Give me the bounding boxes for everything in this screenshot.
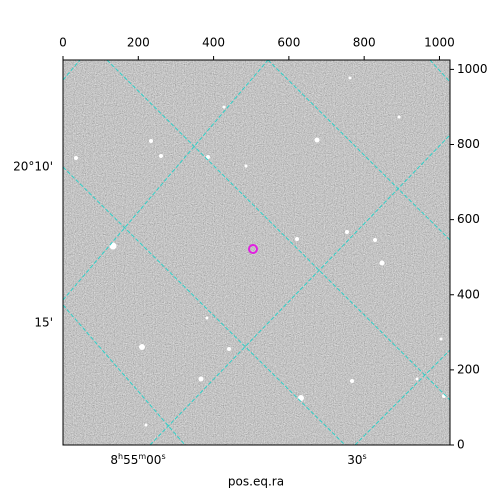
- coordinate-grid: [63, 60, 450, 445]
- x-tick-label: 1000: [424, 36, 455, 50]
- ra-tick-part: s: [363, 452, 367, 461]
- dec-tick-label: 15': [34, 316, 53, 330]
- x-axis-label: pos.eq.ra: [228, 475, 284, 489]
- dec-tick-label: 20°10': [13, 160, 53, 174]
- y-tick-label: 1000: [457, 62, 488, 76]
- target-marker: [248, 244, 258, 254]
- ra-tick-part: 00: [146, 453, 161, 467]
- x-tick-label: 200: [127, 36, 150, 50]
- y-tick-label: 400: [457, 287, 480, 301]
- x-tick-label: 0: [59, 36, 67, 50]
- ra-tick-label: 8h55m00s: [110, 452, 165, 467]
- ra-tick-part: h: [118, 452, 123, 461]
- ra-tick-part: 55: [123, 453, 138, 467]
- ra-tick-part: m: [138, 452, 146, 461]
- ra-tick-part: 30: [347, 453, 362, 467]
- x-tick-label: 800: [353, 36, 376, 50]
- ra-tick-part: s: [161, 452, 165, 461]
- x-tick-label: 600: [277, 36, 300, 50]
- y-tick-label: 200: [457, 362, 480, 376]
- x-tick-label: 400: [202, 36, 225, 50]
- stars: [74, 76, 446, 427]
- y-tick-label: 800: [457, 137, 480, 151]
- ra-tick-part: 8: [110, 453, 118, 467]
- ra-tick-label: 30s: [347, 452, 366, 467]
- frame: [62, 59, 451, 446]
- y-tick-label: 600: [457, 212, 480, 226]
- y-tick-label: 0: [457, 438, 465, 452]
